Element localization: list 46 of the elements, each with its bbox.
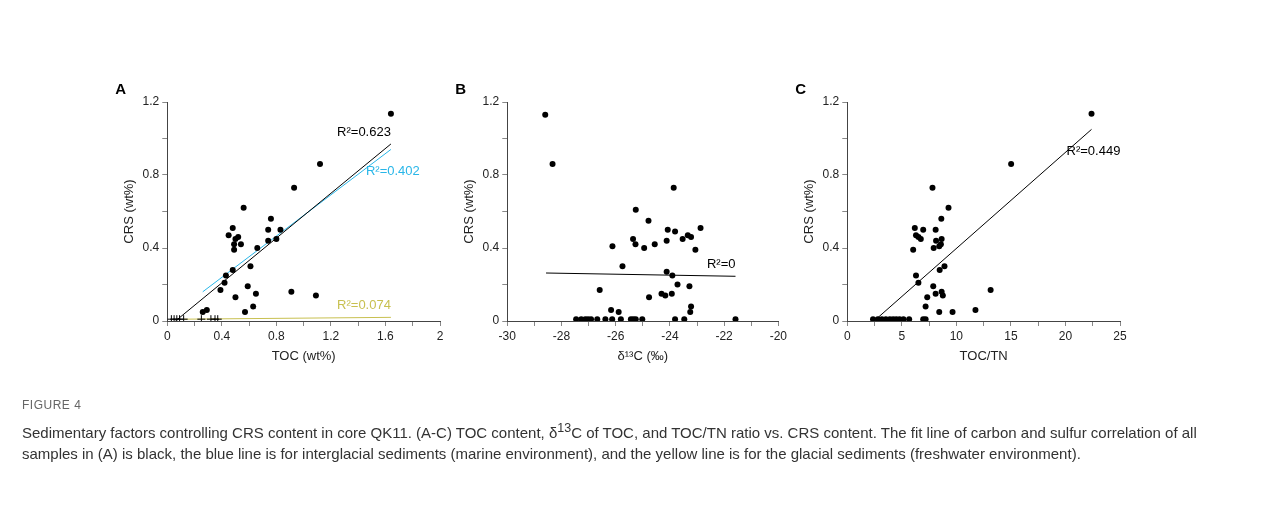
chart-title: C <box>795 80 807 97</box>
series-label: R²=0.402 <box>365 163 420 179</box>
x-tick-label: 1.6 <box>377 328 395 343</box>
x-tick-label: -28 <box>552 328 571 343</box>
x-tick-label: -24 <box>661 328 679 343</box>
x-tick-label: 20 <box>1058 328 1073 343</box>
series-label: R²=0.449 <box>1066 143 1121 159</box>
series-label: R²=0.623 <box>337 123 391 139</box>
series-label: R²=0 <box>706 256 736 272</box>
x-tick-label: 2 <box>436 328 444 343</box>
x-tick-label: 10 <box>949 328 964 343</box>
x-tick-label: 0.8 <box>268 328 286 343</box>
x-tick-label: -30 <box>498 328 517 343</box>
chart-title: A <box>115 80 127 97</box>
chart-title: B <box>455 80 467 97</box>
x-tick-label: 0 <box>163 328 171 343</box>
y-tick-label: 1.2 <box>142 94 160 109</box>
x-tick-label: -20 <box>769 328 788 343</box>
x-tick-label: 5 <box>898 328 906 343</box>
y-axis-title: CRS (wt%) <box>461 179 477 244</box>
x-tick-label: -22 <box>715 328 734 343</box>
y-tick-label: 1.2 <box>482 94 500 109</box>
y-tick-label: 0.8 <box>822 167 840 182</box>
y-tick-label: 0.4 <box>482 240 500 255</box>
y-axis-title: CRS (wt%) <box>121 179 137 244</box>
y-axis-title: CRS (wt%) <box>801 179 817 244</box>
text: Sedimentary factors controlling CRS content in core QK11. (A-C) TOC content, δ$^{13}$C of TOC, and TOC/TN ratio vs. CRS content. The fit line of carbon and sulfur correlation of all samples in (A) is black, the blue line is for interglacial sediments (marine environment), and the yellow line is for the glacial sediments (freshwater environment). <box>22 420 1198 464</box>
x-axis-title: TOC/TN <box>959 347 1008 363</box>
x-tick-label: 1.2 <box>322 328 340 343</box>
y-tick-label: 0 <box>152 313 160 328</box>
y-tick-label: 0 <box>492 313 500 328</box>
x-axis-title: δ¹³C (‰) <box>617 347 669 363</box>
x-tick-label: 15 <box>1004 328 1018 343</box>
x-tick-label: -26 <box>607 328 625 343</box>
caption: FIGURE 4 <box>22 398 83 412</box>
series-label: R²=0.074 <box>337 297 391 313</box>
y-tick-label: 1.2 <box>822 94 840 109</box>
y-tick-label: 0.4 <box>822 240 840 255</box>
y-tick-label: 0 <box>832 313 840 328</box>
x-tick-label: 25 <box>1113 328 1127 343</box>
x-axis-title: TOC (wt%) <box>271 347 336 363</box>
y-tick-label: 0.8 <box>482 167 500 182</box>
y-tick-label: 0.8 <box>142 167 160 182</box>
x-tick-label: 0.4 <box>213 328 231 343</box>
y-tick-label: 0.4 <box>142 240 160 255</box>
x-tick-label: 0 <box>843 328 851 343</box>
